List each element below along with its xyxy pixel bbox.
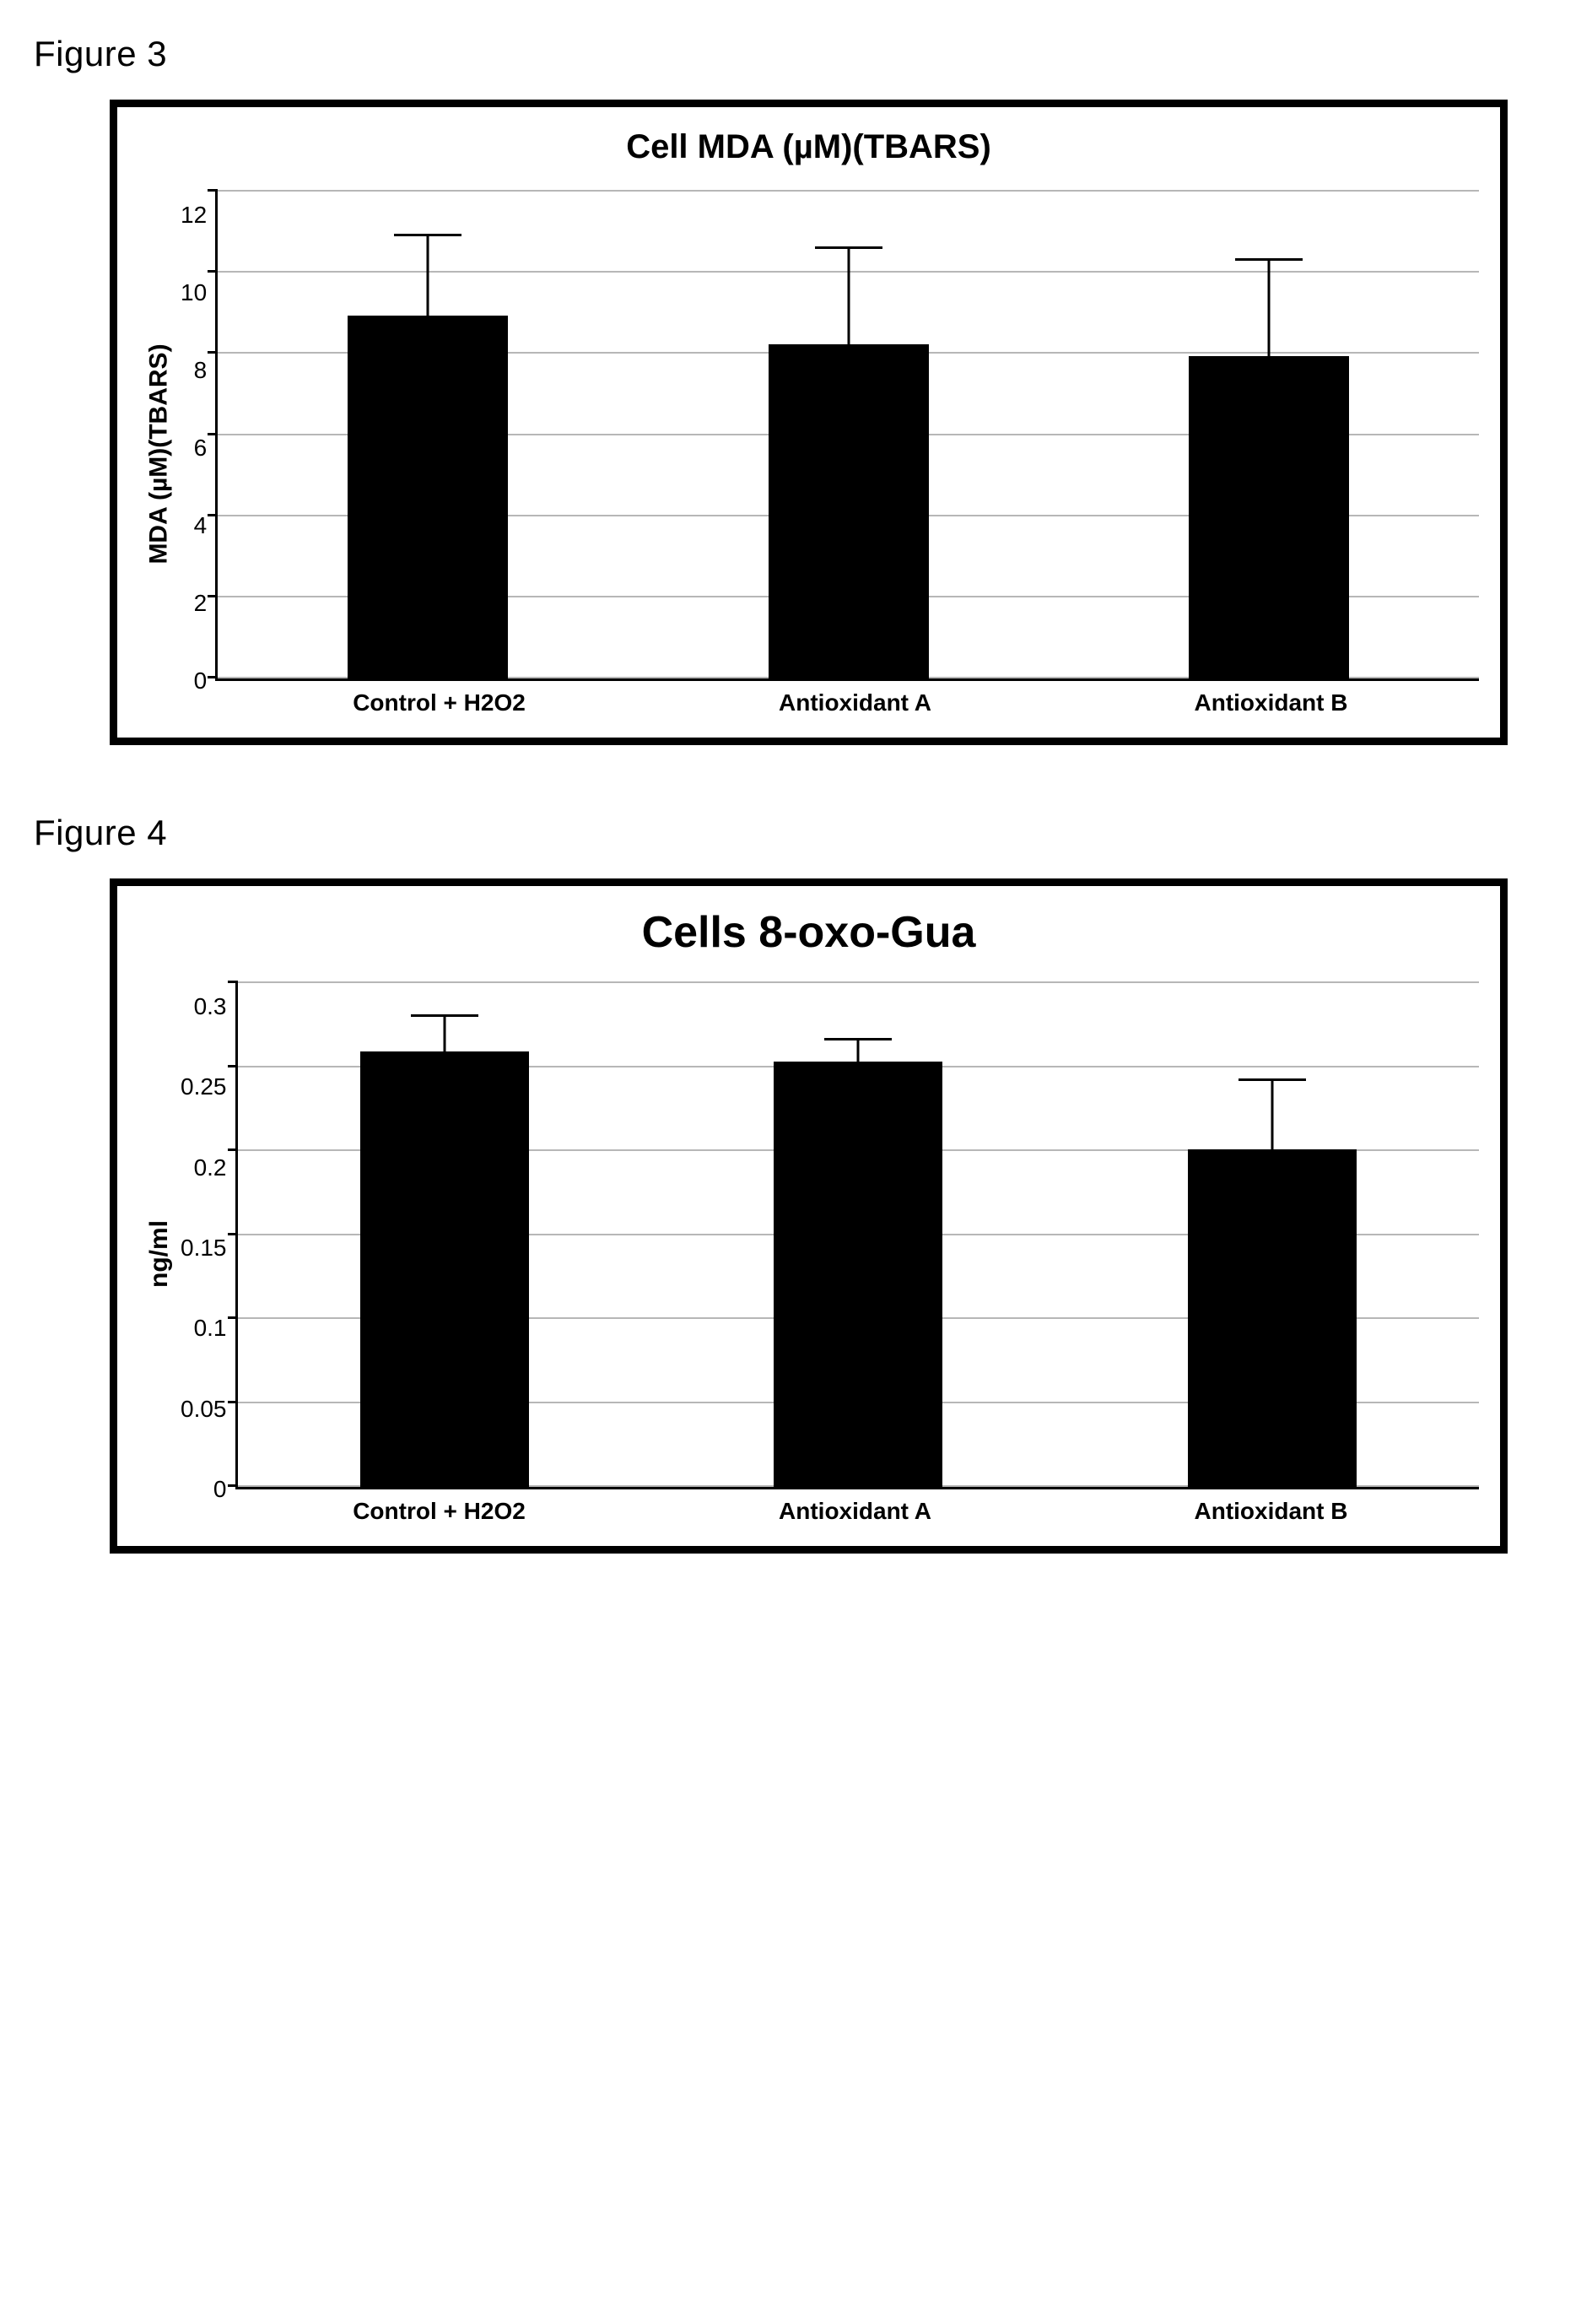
y-tick-label: 0 xyxy=(194,669,208,693)
tick-mark xyxy=(208,270,218,273)
plot-area xyxy=(215,192,1479,681)
tick-mark xyxy=(208,595,218,597)
y-tick-label: 0.05 xyxy=(181,1397,227,1421)
chart-title: Cell MDA (µM)(TBARS) xyxy=(138,128,1479,166)
figure-block: Figure 3 Cell MDA (µM)(TBARS) MDA (µM)(TBA… xyxy=(34,34,1558,745)
tick-mark xyxy=(228,1484,238,1487)
bar xyxy=(1189,356,1349,678)
bar xyxy=(360,1051,529,1487)
x-label: Antioxidant A xyxy=(742,689,969,716)
figure-label: Figure 4 xyxy=(34,813,1558,853)
bar-group xyxy=(769,246,929,678)
y-tick-label: 0.15 xyxy=(181,1236,227,1260)
tick-mark xyxy=(208,433,218,435)
x-label: Control + H2O2 xyxy=(321,1498,558,1525)
tick-mark xyxy=(228,1065,238,1067)
y-tick-label: 10 xyxy=(181,281,207,305)
bar-group xyxy=(348,234,508,678)
x-labels: Control + H2O2 Antioxidant A Antioxidant B xyxy=(231,689,1479,716)
chart-body: ng/ml 0 0.05 0.1 0.15 0.2 0.25 0.3 Control + H2O… xyxy=(138,983,1479,1525)
y-axis-label: ng/ml xyxy=(145,1220,174,1288)
tick-mark xyxy=(208,514,218,516)
y-tick-label: 8 xyxy=(194,359,208,382)
error-bar xyxy=(1271,1078,1273,1149)
chart-title: Cells 8-oxo-Gua xyxy=(138,907,1479,958)
x-label: Antioxidant B xyxy=(1153,1498,1390,1525)
tick-mark xyxy=(228,1148,238,1151)
x-label: Antioxidant A xyxy=(737,1498,974,1525)
bars-container xyxy=(238,983,1480,1487)
chart-body: MDA (µM)(TBARS) 0 2 4 6 8 10 12 Control + H2O2 An… xyxy=(138,192,1479,716)
error-bar xyxy=(427,234,429,316)
chart-frame: Cells 8-oxo-Gua ng/ml 0 0.05 0.1 0.15 0.2 0.25 0… xyxy=(110,878,1508,1554)
bar-group xyxy=(1189,258,1349,678)
y-ticks: 00.050.10.150.20.250.3 xyxy=(181,983,235,1489)
y-tick-label: 0.3 xyxy=(194,995,227,1019)
bar-group xyxy=(1188,1078,1357,1487)
tick-mark xyxy=(228,1401,238,1403)
x-labels: Control + H2O2 Antioxidant A Antioxidant B xyxy=(231,1498,1479,1525)
figure-block: Figure 4 Cells 8-oxo-Gua ng/ml 0 0.05 0.1 0.15… xyxy=(34,813,1558,1554)
bar xyxy=(1188,1149,1357,1487)
error-bar xyxy=(1267,258,1270,356)
y-tick-label: 4 xyxy=(194,514,208,538)
y-tick-label: 0.25 xyxy=(181,1075,227,1099)
y-tick-label: 0 xyxy=(213,1478,227,1501)
figure-label: Figure 3 xyxy=(34,34,1558,74)
bar-group xyxy=(360,1014,529,1487)
bar xyxy=(348,316,508,678)
y-ticks: 024681012 xyxy=(181,192,215,681)
bar xyxy=(769,344,929,678)
error-bar xyxy=(847,246,850,344)
tick-mark xyxy=(228,981,238,983)
x-label: Antioxidant B xyxy=(1158,689,1385,716)
y-tick-label: 0.1 xyxy=(194,1316,227,1340)
y-tick-label: 2 xyxy=(194,592,208,615)
error-bar xyxy=(857,1038,860,1062)
tick-mark xyxy=(228,1316,238,1319)
tick-mark xyxy=(208,676,218,678)
bar xyxy=(774,1062,942,1487)
bar-group xyxy=(774,1038,942,1487)
bars-container xyxy=(218,192,1479,678)
chart-frame: Cell MDA (µM)(TBARS) MDA (µM)(TBARS) 0 2 4 6 8… xyxy=(110,100,1508,745)
y-tick-label: 6 xyxy=(194,436,208,460)
y-tick-label: 0.2 xyxy=(194,1156,227,1180)
error-bar xyxy=(443,1014,445,1051)
tick-mark xyxy=(228,1233,238,1235)
tick-mark xyxy=(208,189,218,192)
tick-mark xyxy=(208,351,218,354)
y-axis-label: MDA (µM)(TBARS) xyxy=(145,343,174,564)
y-tick-label: 12 xyxy=(181,203,207,227)
plot-area xyxy=(235,983,1480,1489)
x-label: Control + H2O2 xyxy=(326,689,553,716)
